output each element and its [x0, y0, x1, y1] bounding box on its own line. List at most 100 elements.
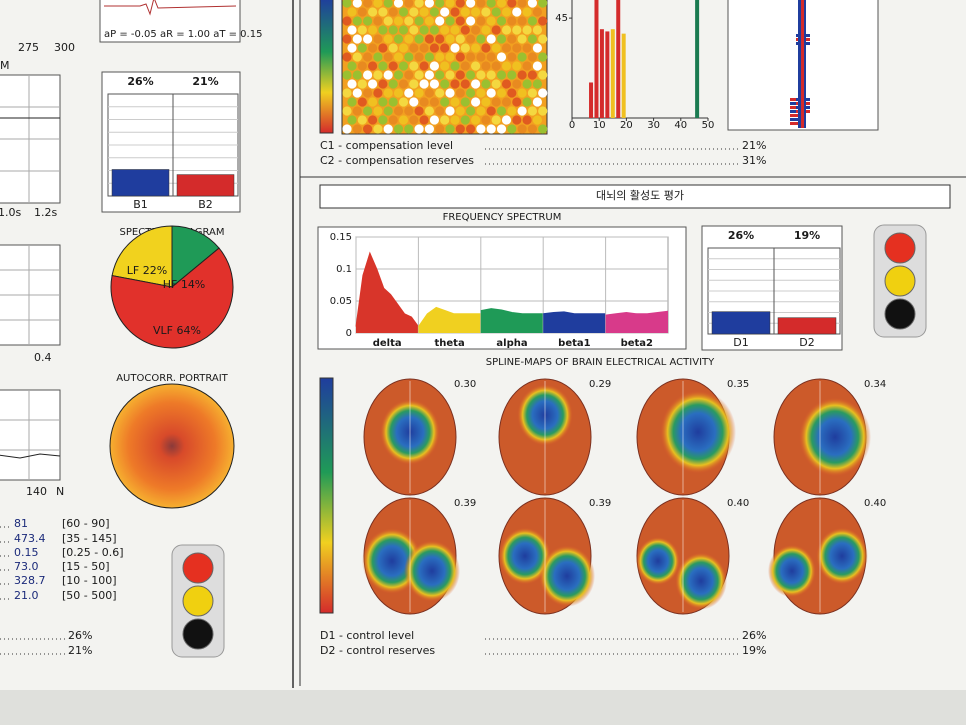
hex-cell: [501, 61, 512, 71]
hex-cell: [486, 16, 496, 26]
bar: [176, 174, 235, 197]
hex-cell: [527, 16, 538, 26]
hex-cell: [424, 124, 434, 134]
hex-cell: [512, 61, 522, 71]
hex-cell: [409, 7, 419, 17]
color-scale: [319, 0, 334, 134]
hex-cell: [347, 43, 357, 53]
hex-cell: [532, 79, 543, 89]
hex-cell: [424, 106, 434, 116]
hex-cell: [352, 16, 362, 26]
hex-cell: [383, 16, 393, 26]
bar-category-label: D2: [799, 336, 814, 349]
hex-cell: [398, 79, 409, 89]
index-value: 21.0: [14, 589, 39, 602]
hex-cell: [363, 124, 373, 134]
brain-activity: [404, 540, 460, 602]
hex-cell: [532, 43, 543, 53]
hex-cell: [342, 16, 352, 26]
map-value: 0.39: [454, 498, 476, 509]
hex-cell: [404, 106, 414, 116]
hex-cell: [471, 79, 481, 89]
hex-cell: [368, 61, 378, 71]
hex-cell: [342, 34, 352, 44]
brain-activity: [675, 552, 727, 610]
hex-cell: [481, 79, 491, 89]
hex-cell: [532, 7, 543, 17]
hex-cell: [538, 34, 548, 44]
bar-category-label: D1: [733, 336, 748, 349]
hex-cell: [414, 34, 424, 44]
tick-label: 140: [26, 485, 47, 498]
chart-title: FREQUENCY SPECTRUM: [443, 212, 562, 223]
hex-cell: [517, 106, 527, 116]
map-value: 0.34: [864, 379, 886, 390]
tick-label: N: [56, 485, 64, 498]
line-label: D1 - control level: [320, 629, 414, 642]
hex-cell: [445, 88, 455, 98]
spectrum-area: [480, 308, 544, 333]
hex-cell: [471, 115, 481, 125]
hex-cell: [378, 43, 388, 53]
hex-cell: [507, 124, 517, 134]
hex-cell: [517, 124, 527, 134]
hex-cell: [466, 34, 476, 44]
hex-cell: [501, 79, 512, 89]
hex-cell: [419, 43, 429, 53]
hex-cell: [512, 97, 522, 107]
hex-cell: [429, 7, 439, 17]
section-title: 대뇌의 활성도 평가: [596, 188, 684, 202]
hex-cell: [440, 43, 450, 53]
hex-cell: [445, 124, 455, 134]
pie-label: HF 14%: [163, 278, 206, 291]
hex-cell: [368, 25, 378, 35]
hex-cell: [538, 0, 548, 8]
hex-cell: [429, 61, 439, 71]
map-value: 0.40: [727, 498, 749, 509]
hex-cell: [383, 52, 393, 62]
spectrum-area: [605, 311, 668, 333]
rhythm-column: [801, 0, 804, 128]
hex-cell: [440, 25, 450, 35]
hex-cell: [419, 61, 429, 71]
hex-cell: [368, 7, 378, 17]
hex-cell: [440, 61, 450, 71]
hex-cell: [409, 79, 419, 89]
hex-cell: [409, 97, 419, 107]
tick-label: 0.4: [34, 351, 52, 364]
hex-cell: [363, 0, 373, 8]
hex-cell: [373, 52, 383, 62]
hex-cell: [393, 124, 404, 134]
hex-cell: [466, 124, 476, 134]
bar-category-label: B2: [198, 198, 213, 211]
rhythm-cell: [790, 114, 804, 117]
hex-cell: [435, 0, 445, 8]
hex-cell: [496, 70, 507, 80]
hex-cell: [419, 97, 429, 107]
hex-cell: [409, 43, 419, 53]
histogram-bar: [594, 0, 599, 118]
hex-cell: [527, 88, 538, 98]
hex-cell: [507, 88, 517, 98]
brain-activity: [799, 397, 871, 477]
traffic-lamp: [884, 232, 916, 264]
hex-cell: [373, 106, 383, 116]
hex-cell: [357, 79, 367, 89]
hex-cell: [471, 7, 481, 17]
spectrum-line: [417, 306, 481, 327]
hex-cell: [476, 16, 486, 26]
hex-cell: [507, 34, 517, 44]
hex-cell: [455, 124, 465, 134]
hex-cell: [393, 52, 404, 62]
hex-cell: [419, 25, 429, 35]
hex-cell: [507, 106, 517, 116]
hex-cell: [460, 25, 470, 35]
hex-cell: [476, 88, 486, 98]
hex-cell: [527, 52, 538, 62]
hex-cell: [352, 124, 362, 134]
hex-cell: [512, 25, 522, 35]
hex-cell: [491, 97, 501, 107]
hex-cell: [357, 61, 367, 71]
hex-cell: [357, 115, 367, 125]
hex-cell: [429, 115, 439, 125]
